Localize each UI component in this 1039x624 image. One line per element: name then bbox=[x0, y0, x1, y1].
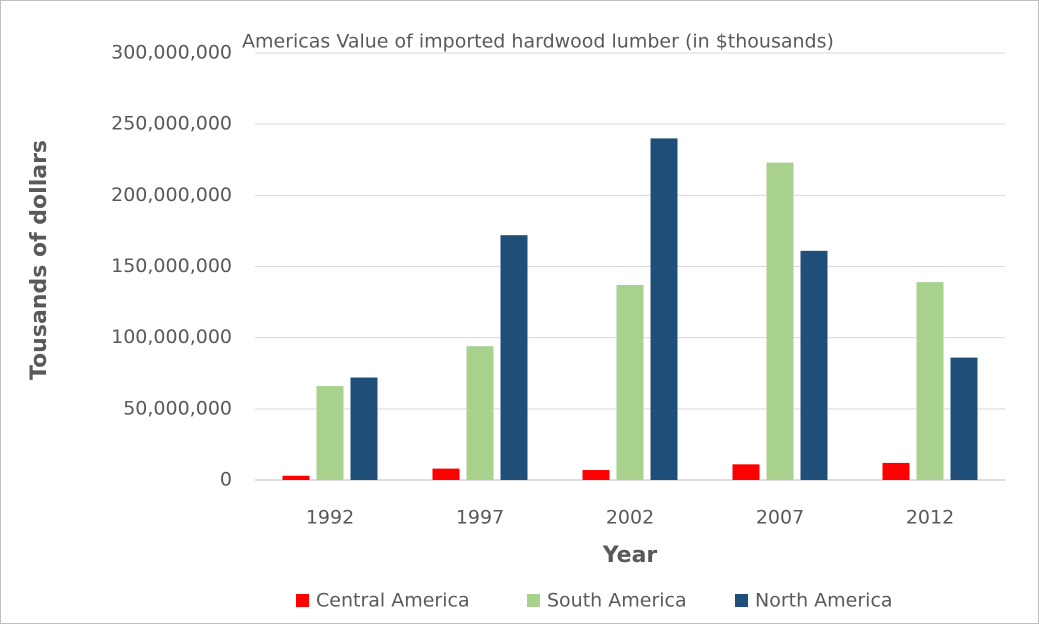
x-tick-label: 1992 bbox=[306, 507, 354, 529]
bar bbox=[466, 346, 494, 480]
y-tick-label: 0 bbox=[220, 469, 232, 491]
y-tick-label: 100,000,000 bbox=[111, 326, 232, 348]
bar bbox=[916, 282, 944, 480]
x-tick-label: 2002 bbox=[606, 507, 654, 529]
bar bbox=[500, 235, 528, 480]
bar bbox=[432, 468, 460, 480]
y-axis-title: Tousands of dollars bbox=[27, 140, 52, 380]
bar bbox=[732, 464, 760, 480]
bar bbox=[882, 462, 910, 480]
x-axis-title: Year bbox=[602, 543, 658, 568]
y-tick-label: 250,000,000 bbox=[111, 113, 232, 135]
bar bbox=[282, 475, 310, 480]
bar bbox=[766, 162, 794, 480]
legend-swatch bbox=[527, 594, 540, 607]
y-tick-label: 300,000,000 bbox=[111, 42, 232, 64]
legend-label: South America bbox=[547, 590, 687, 612]
bar bbox=[616, 285, 644, 480]
bar bbox=[650, 138, 678, 480]
x-tick-label: 1997 bbox=[456, 507, 504, 529]
y-tick-label: 200,000,000 bbox=[111, 184, 232, 206]
y-tick-label: 150,000,000 bbox=[111, 255, 232, 277]
x-tick-label: 2007 bbox=[756, 507, 804, 529]
y-tick-label: 50,000,000 bbox=[123, 397, 232, 419]
legend-label: North America bbox=[755, 590, 893, 612]
legend-label: Central America bbox=[316, 590, 470, 612]
chart-title: Americas Value of imported hardwood lumb… bbox=[242, 31, 834, 53]
x-tick-label: 2012 bbox=[906, 507, 954, 529]
legend-swatch bbox=[735, 594, 748, 607]
legend-swatch bbox=[296, 594, 309, 607]
bar bbox=[950, 357, 978, 480]
bar bbox=[316, 386, 344, 480]
bar bbox=[800, 250, 828, 480]
bar bbox=[582, 470, 610, 480]
bar bbox=[350, 377, 378, 480]
